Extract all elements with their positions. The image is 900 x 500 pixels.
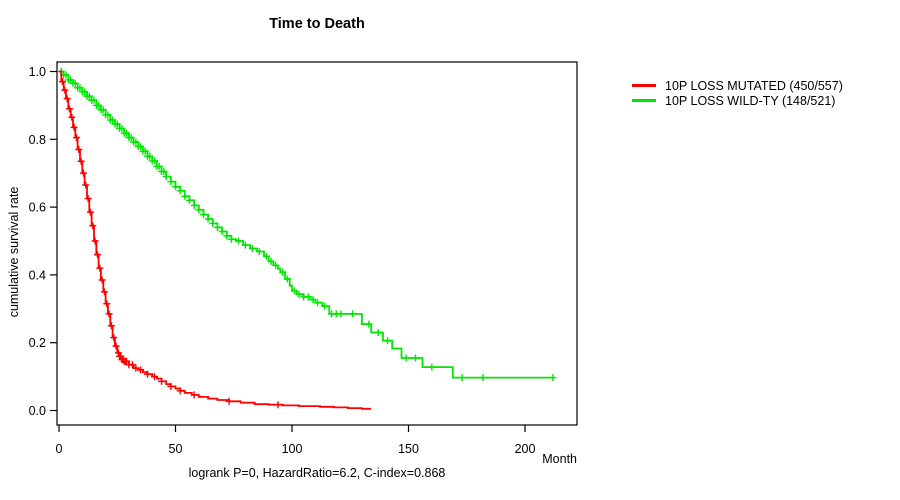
legend-label-mutated: 10P LOSS MUTATED (450/557) [665, 78, 843, 93]
svg-text:0.8: 0.8 [29, 133, 46, 147]
legend-label-wildtype: 10P LOSS WILD-TY (148/521) [665, 93, 836, 108]
svg-text:1.0: 1.0 [29, 65, 46, 79]
svg-text:200: 200 [515, 442, 536, 456]
svg-text:0.2: 0.2 [29, 336, 46, 350]
svg-text:0: 0 [56, 442, 63, 456]
legend: 10P LOSS MUTATED (450/557) 10P LOSS WILD… [632, 78, 843, 108]
svg-text:150: 150 [398, 442, 419, 456]
svg-text:0.4: 0.4 [29, 268, 46, 282]
x-axis-label: Month [542, 452, 577, 466]
svg-text:50: 50 [169, 442, 183, 456]
stats-caption: logrank P=0, HazardRatio=6.2, C-index=0.… [188, 466, 446, 480]
legend-line-swatch-mutated [632, 84, 656, 87]
chart-title: Time to Death [269, 16, 365, 32]
legend-row: 10P LOSS WILD-TY (148/521) [632, 93, 843, 108]
svg-text:0.6: 0.6 [29, 201, 46, 215]
svg-text:0.0: 0.0 [29, 404, 46, 418]
legend-row: 10P LOSS MUTATED (450/557) [632, 78, 843, 93]
svg-text:100: 100 [282, 442, 303, 456]
legend-line-swatch-wildtype [632, 99, 656, 102]
